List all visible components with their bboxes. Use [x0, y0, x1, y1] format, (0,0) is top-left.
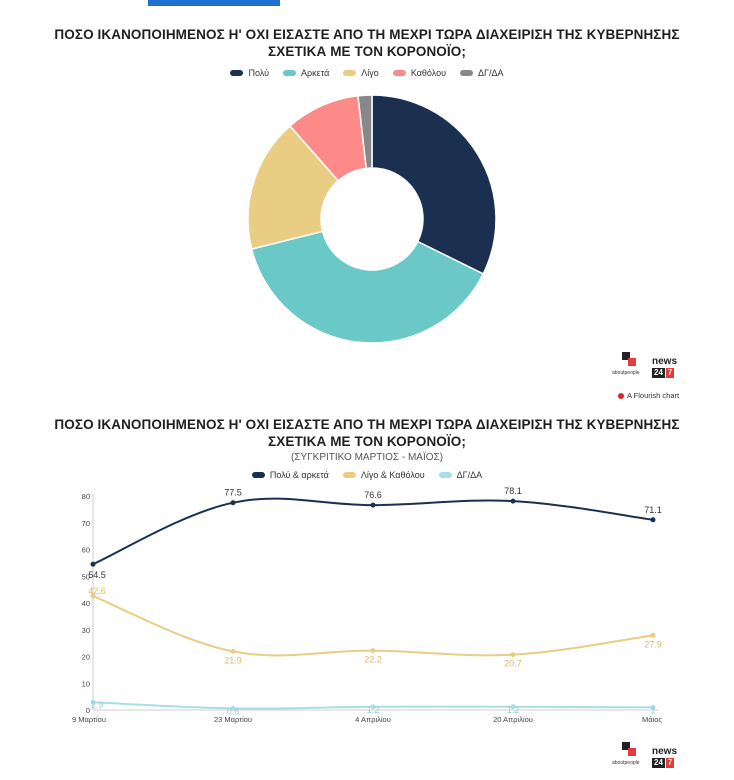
- legend-item[interactable]: Λίγο & Καθόλου: [342, 470, 425, 480]
- data-label: 78.1: [504, 486, 522, 496]
- legend-item[interactable]: ΔΓ/ΔΑ: [460, 68, 504, 78]
- donut-slice-δγ-δα[interactable]: [357, 94, 373, 170]
- y-tick-label: 50: [82, 572, 90, 581]
- aboutpeople-logo-icon: [622, 742, 636, 756]
- legend-swatch: [460, 70, 474, 76]
- series-line-1: [92, 595, 654, 657]
- data-point[interactable]: [510, 652, 516, 658]
- legend-label: Πολύ: [248, 68, 270, 78]
- branding-block-2: aboutpeople news 24 7: [612, 742, 682, 772]
- line-legend: Πολύ & αρκετά Λίγο & Καθόλου ΔΓ/ΔΑ: [0, 470, 734, 480]
- legend-label: ΔΓ/ΔΑ: [478, 68, 504, 78]
- legend-swatch: [343, 70, 357, 76]
- donut-slice-αρκετά[interactable]: [250, 230, 485, 344]
- data-point[interactable]: [370, 502, 376, 508]
- aboutpeople-text: aboutpeople: [612, 370, 640, 376]
- legend-swatch: [283, 70, 297, 76]
- data-label: 20.7: [504, 659, 522, 669]
- legend-swatch: [230, 70, 244, 76]
- y-tick-label: 40: [82, 599, 90, 608]
- data-label: 22.2: [364, 655, 382, 665]
- pie-legend: Πολύ Αρκετά Λίγο Καθόλου ΔΓ/ΔΑ: [0, 68, 734, 78]
- x-tick-label: 23 Μαρτίου: [214, 715, 252, 724]
- data-label: 21.9: [224, 655, 242, 665]
- x-tick-label: 20 Απριλίου: [493, 715, 533, 724]
- legend-label: Λίγο & Καθόλου: [360, 470, 425, 480]
- y-tick-label: 30: [82, 626, 90, 635]
- data-label: 1: [650, 705, 655, 715]
- data-point[interactable]: [90, 593, 96, 599]
- data-label: 2.9: [91, 700, 104, 710]
- data-label: 42.6: [88, 586, 106, 596]
- data-label: 71.1: [644, 505, 662, 515]
- donut-chart: [247, 94, 497, 344]
- legend-item[interactable]: Λίγο: [343, 68, 379, 78]
- y-tick-label: 20: [82, 653, 90, 662]
- news-logo-word: news: [652, 356, 678, 367]
- news-logo-24: 24: [652, 758, 665, 768]
- flourish-credit[interactable]: A Flourish chart: [618, 391, 679, 400]
- top-selection-strip: [148, 0, 280, 6]
- legend-swatch: [251, 472, 265, 478]
- data-label: 1.2: [367, 705, 380, 715]
- y-tick-label: 80: [82, 492, 90, 501]
- legend-item[interactable]: Πολύ & αρκετά: [251, 470, 329, 480]
- line-chart: 0 10 20 30 40 50 60 70 80 9 Μαρτίου 23 Μαρτίου 4 Απ…: [72, 486, 662, 724]
- data-label: 54.5: [88, 570, 106, 580]
- legend-item[interactable]: ΔΓ/ΔΑ: [438, 470, 483, 480]
- data-point[interactable]: [650, 517, 656, 523]
- x-tick-label: 9 Μαρτίου: [72, 715, 106, 724]
- data-label: 76.6: [364, 490, 382, 500]
- legend-label: ΔΓ/ΔΑ: [456, 470, 483, 480]
- legend-item[interactable]: Αρκετά: [283, 68, 329, 78]
- news-logo-7: 7: [666, 368, 674, 378]
- y-tick-label: 0: [86, 706, 90, 715]
- donut-slice-λίγο[interactable]: [247, 124, 340, 250]
- legend-label: Πολύ & αρκετά: [269, 470, 329, 480]
- data-point[interactable]: [370, 704, 376, 710]
- legend-swatch: [438, 472, 452, 478]
- data-point[interactable]: [90, 561, 96, 567]
- data-point[interactable]: [510, 704, 516, 710]
- data-point[interactable]: [650, 704, 656, 710]
- data-label: 77.5: [224, 488, 242, 498]
- legend-swatch: [392, 70, 406, 76]
- data-label: 27.9: [644, 639, 662, 649]
- y-tick-label: 60: [82, 546, 90, 555]
- pie-chart-title: ΠΟΣΟ ΙΚΑΝΟΠΟΙΗΜΕΝΟΣ Η' ΟΧΙ ΕΙΣΑΣΤΕ ΑΠΟ Τ…: [54, 27, 680, 59]
- legend-swatch: [342, 472, 356, 478]
- aboutpeople-text: aboutpeople: [612, 760, 640, 766]
- branding-block-1: aboutpeople news 24 7: [612, 352, 682, 382]
- x-tick-label: 4 Απριλίου: [355, 715, 391, 724]
- y-tick-label: 10: [82, 679, 90, 688]
- data-label: 1.2: [507, 705, 520, 715]
- data-point[interactable]: [230, 705, 236, 711]
- flourish-icon: [618, 392, 624, 399]
- data-point[interactable]: [370, 648, 376, 654]
- series-line-0: [92, 497, 654, 566]
- data-point[interactable]: [230, 500, 236, 506]
- x-tick-label: Μάιος: [642, 715, 662, 724]
- y-tick-label: 70: [82, 519, 90, 528]
- flourish-label: A Flourish chart: [627, 391, 680, 400]
- legend-label: Αρκετά: [301, 68, 330, 78]
- news-logo-24: 24: [652, 368, 665, 378]
- legend-item[interactable]: Καθόλου: [392, 68, 447, 78]
- data-point[interactable]: [650, 632, 656, 638]
- data-point[interactable]: [230, 648, 236, 654]
- data-point[interactable]: [90, 699, 96, 705]
- line-chart-subtitle: (ΣΥΓΚΡΙΤΙΚΟ ΜΑΡΤΙΟΣ - ΜΑΪΟΣ): [290, 452, 444, 463]
- legend-label: Καθόλου: [410, 68, 447, 78]
- legend-item[interactable]: Πολύ: [230, 68, 269, 78]
- aboutpeople-logo-icon: [622, 352, 636, 366]
- line-chart-title: ΠΟΣΟ ΙΚΑΝΟΠΟΙΗΜΕΝΟΣ Η' ΟΧΙ ΕΙΣΑΣΤΕ ΑΠΟ Τ…: [54, 417, 680, 449]
- legend-label: Λίγο: [361, 68, 379, 78]
- data-point[interactable]: [510, 498, 516, 504]
- news-logo-word: news: [652, 746, 678, 757]
- data-label: 0.6: [227, 706, 240, 716]
- news-logo-7: 7: [666, 758, 674, 768]
- donut-slice-πολύ[interactable]: [371, 94, 497, 275]
